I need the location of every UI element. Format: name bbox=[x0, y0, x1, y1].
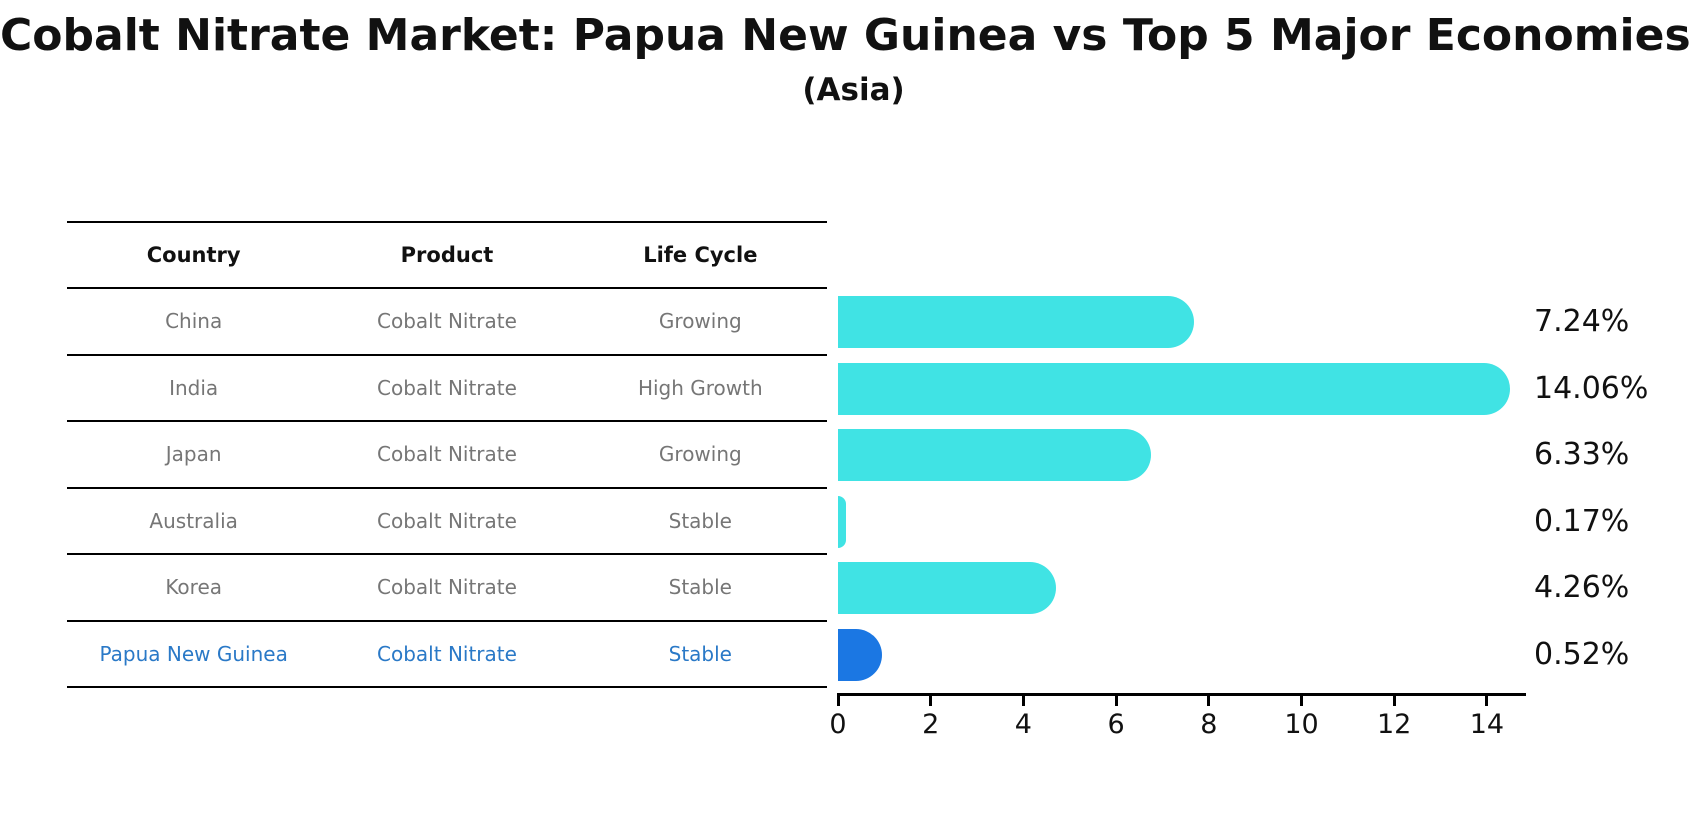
table-cell-product: Cobalt Nitrate bbox=[377, 309, 517, 334]
bar-plot: 7.24% 14.06% 6.33% 0.17% 4.26% 0.52% bbox=[838, 289, 1648, 689]
bar-korea bbox=[838, 562, 1056, 615]
x-axis-tick bbox=[1114, 693, 1118, 706]
x-axis-tick-label: 4 bbox=[1014, 709, 1032, 740]
table-row-papua-new-guinea: Papua New Guinea Cobalt Nitrate Stable bbox=[67, 622, 827, 688]
table-cell-lifecycle: Stable bbox=[668, 508, 732, 533]
table-cell-country: Korea bbox=[165, 575, 223, 600]
table-cell-product: Cobalt Nitrate bbox=[377, 375, 517, 400]
table-row-australia: Australia Cobalt Nitrate Stable bbox=[67, 489, 827, 555]
table-row-korea: Korea Cobalt Nitrate Stable bbox=[67, 555, 827, 622]
x-axis-tick bbox=[1485, 693, 1489, 706]
x-axis-tick bbox=[1021, 693, 1025, 706]
table-row-japan: Japan Cobalt Nitrate Growing bbox=[67, 422, 827, 489]
x-axis-tick bbox=[1300, 693, 1303, 706]
bar-value-label: 0.52% bbox=[1534, 636, 1630, 672]
bar-value-label: 4.26% bbox=[1534, 570, 1630, 606]
x-axis-tick bbox=[1392, 693, 1396, 706]
chart-subtitle: (Asia) bbox=[802, 72, 905, 108]
table-cell-lifecycle: High Growth bbox=[637, 375, 763, 400]
x-axis-tick-label: 10 bbox=[1284, 709, 1319, 740]
x-axis-tick bbox=[836, 693, 840, 706]
bar-value-label: 14.06% bbox=[1534, 370, 1649, 406]
table-body: China Cobalt Nitrate Growing India Cobal… bbox=[67, 289, 827, 688]
table-cell-country: India bbox=[169, 375, 219, 400]
table-row-china: China Cobalt Nitrate Growing bbox=[67, 289, 827, 356]
bar-china bbox=[838, 296, 1194, 349]
x-axis-tick bbox=[1207, 693, 1211, 706]
x-axis-tick-label: 14 bbox=[1469, 709, 1505, 740]
x-axis-tick bbox=[929, 693, 933, 706]
bar-value-label: 0.17% bbox=[1534, 503, 1630, 539]
x-axis-line bbox=[838, 693, 1526, 696]
bar-japan bbox=[838, 429, 1152, 482]
table-row-india: India Cobalt Nitrate High Growth bbox=[67, 356, 827, 422]
chart-title: Cobalt Nitrate Market: Papua New Guinea … bbox=[0, 10, 1707, 61]
table-cell-lifecycle: Stable bbox=[668, 641, 732, 666]
table-header-row: Country Product Life Cycle bbox=[67, 223, 827, 289]
table-cell-product: Cobalt Nitrate bbox=[377, 575, 517, 600]
x-axis-tick-label: 12 bbox=[1377, 709, 1412, 740]
table-header-product: Product bbox=[400, 243, 494, 267]
x-axis-tick-label: 0 bbox=[829, 709, 847, 740]
table-header-lifecycle: Life Cycle bbox=[643, 243, 758, 267]
table-cell-country: Australia bbox=[149, 508, 238, 533]
country-table: Country Product Life Cycle China Cobalt … bbox=[67, 221, 827, 688]
x-axis-tick-label: 6 bbox=[1107, 709, 1125, 740]
table-cell-country: Papua New Guinea bbox=[99, 641, 288, 666]
table-cell-product: Cobalt Nitrate bbox=[377, 508, 517, 533]
bar-india bbox=[838, 362, 1510, 415]
x-axis-tick-label: 8 bbox=[1200, 709, 1218, 740]
x-axis: 0 2 4 6 8 10 12 14 bbox=[829, 693, 1526, 753]
bar-value-label: 7.24% bbox=[1534, 304, 1630, 340]
x-axis-tick-label: 2 bbox=[922, 709, 940, 740]
table-cell-product: Cobalt Nitrate bbox=[377, 641, 517, 666]
table-cell-country: China bbox=[165, 309, 223, 334]
table-cell-country: Japan bbox=[165, 442, 222, 467]
table-cell-lifecycle: Stable bbox=[668, 575, 732, 600]
table-cell-lifecycle: Growing bbox=[658, 442, 742, 467]
bar-value-label: 6.33% bbox=[1534, 437, 1630, 473]
bar-australia bbox=[838, 495, 846, 548]
table-cell-product: Cobalt Nitrate bbox=[377, 442, 517, 467]
table-header-country: Country bbox=[146, 243, 241, 267]
bar-papua-new-guinea bbox=[838, 628, 883, 681]
table-cell-lifecycle: Growing bbox=[658, 309, 742, 334]
